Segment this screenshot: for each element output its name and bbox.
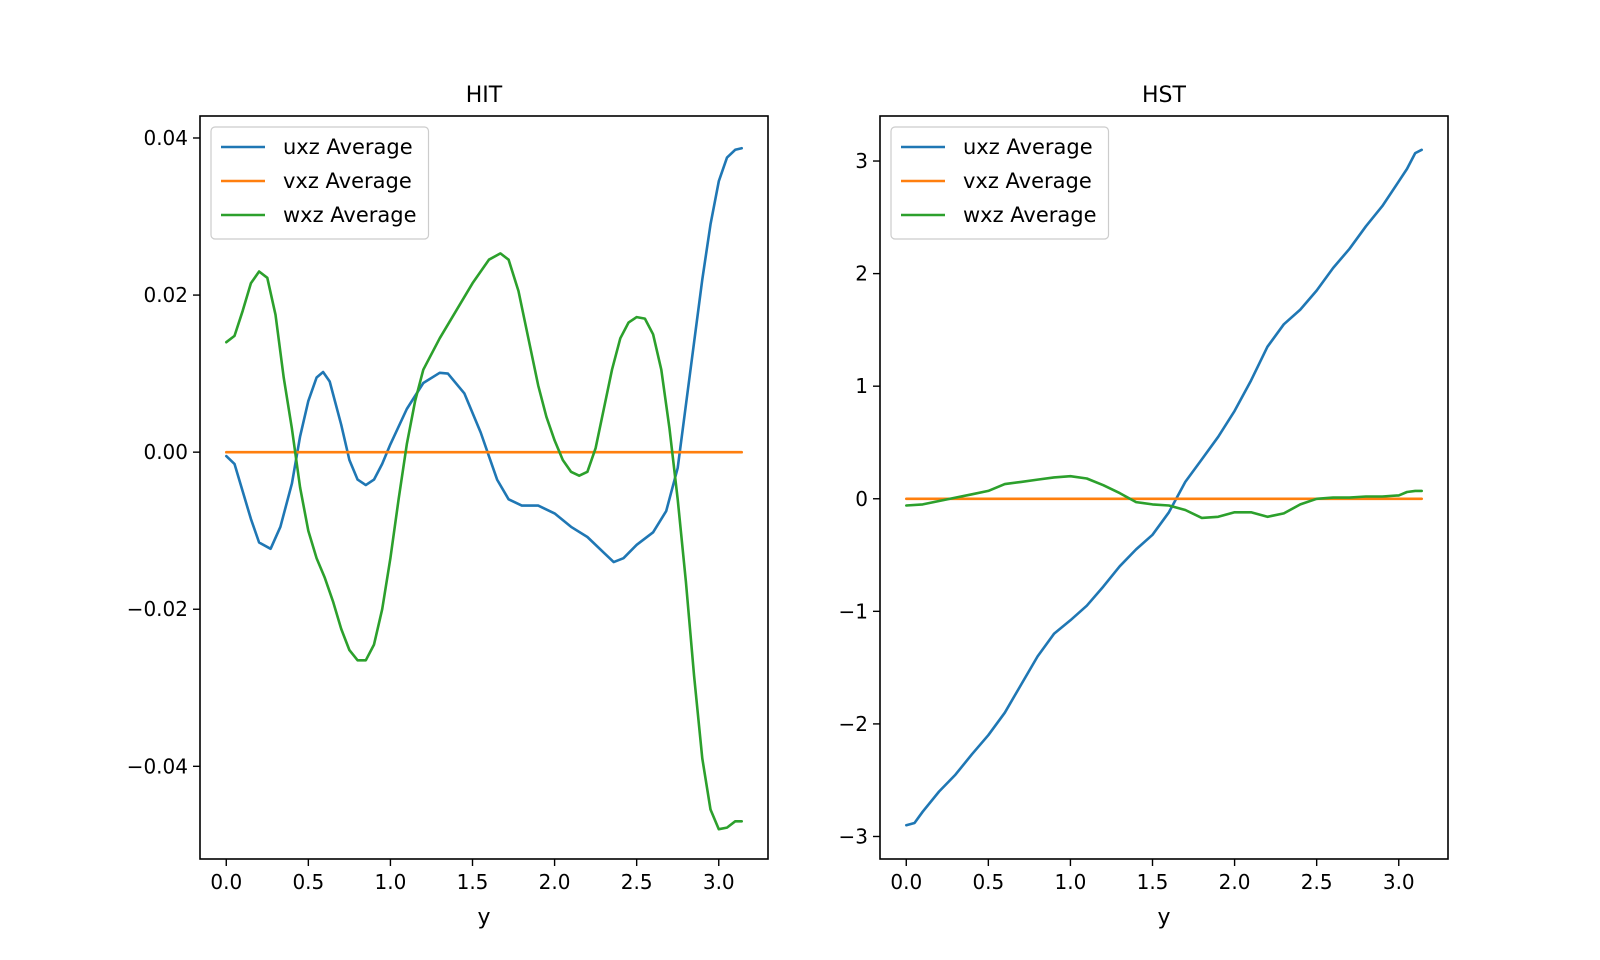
y-tick-label: 1 xyxy=(855,374,868,398)
subplot-hit: HIT y 0.0 0.5 1.0 1.5 2.0 2.5 3.0 −0.04 −0.02 0.0… xyxy=(127,83,769,930)
y-tick-label: 0.04 xyxy=(143,126,188,150)
x-tick-label: 2.0 xyxy=(539,870,571,894)
y-tick-label: −3 xyxy=(839,824,868,848)
y-tick-label: 0.02 xyxy=(143,283,188,307)
y-tick-label: 3 xyxy=(855,149,868,173)
series-group-hit xyxy=(225,146,743,831)
chart-title-hit: HIT xyxy=(466,83,503,108)
series-line-uxz-average-hit xyxy=(225,146,743,564)
y-tick-label: −0.02 xyxy=(127,597,188,621)
x-tick-label: 2.5 xyxy=(1301,870,1333,894)
x-tick-label: 1.5 xyxy=(1137,870,1169,894)
series-group-hst xyxy=(905,148,1423,827)
legend-label-uxz-average: uxz Average xyxy=(283,135,413,159)
x-tick-label: 1.0 xyxy=(375,870,407,894)
x-tick-label: 0.5 xyxy=(972,870,1004,894)
y-tick-label: 0.00 xyxy=(143,440,188,464)
x-tick-label: 2.5 xyxy=(621,870,653,894)
x-axis-label-hit: y xyxy=(477,905,490,930)
y-tick-label: 2 xyxy=(855,262,868,286)
series-line-wxz-average-hst xyxy=(905,474,1423,520)
series-line-uxz-average-hst xyxy=(905,148,1423,827)
legend-label-wxz-average: wxz Average xyxy=(963,203,1097,227)
x-tick-label: 1.5 xyxy=(457,870,489,894)
y-tick-label: −2 xyxy=(839,712,868,736)
x-tick-label: 0.5 xyxy=(292,870,324,894)
series-line-wxz-average-hit xyxy=(225,252,743,831)
subplot-hst: HST y 0.0 0.5 1.0 1.5 2.0 2.5 3.0 −3 −2 −1 0 1 2 3 uxz… xyxy=(839,83,1449,930)
x-tick-label: 0.0 xyxy=(890,870,922,894)
plot-frame-hit xyxy=(199,115,769,860)
legend-label-vxz-average: vxz Average xyxy=(283,169,412,193)
y-tick-label: −1 xyxy=(839,599,868,623)
plot-frame-hst xyxy=(879,115,1449,860)
x-tick-label: 0.0 xyxy=(210,870,242,894)
x-tick-label: 3.0 xyxy=(1383,870,1415,894)
x-axis-label-hst: y xyxy=(1157,905,1170,930)
legend-hit: uxz Average vxz Average wxz Average xyxy=(210,126,430,240)
chart-title-hst: HST xyxy=(1142,83,1187,108)
y-tick-label: 0 xyxy=(855,487,868,511)
y-tick-label: −0.04 xyxy=(127,754,188,778)
legend-label-vxz-average: vxz Average xyxy=(963,169,1092,193)
x-tick-label: 2.0 xyxy=(1219,870,1251,894)
legend-hst: uxz Average vxz Average wxz Average xyxy=(890,126,1110,240)
x-tick-label: 3.0 xyxy=(703,870,735,894)
legend-box xyxy=(210,126,430,240)
legend-box xyxy=(890,126,1110,240)
legend-label-wxz-average: wxz Average xyxy=(283,203,417,227)
x-tick-label: 1.0 xyxy=(1055,870,1087,894)
legend-label-uxz-average: uxz Average xyxy=(963,135,1093,159)
